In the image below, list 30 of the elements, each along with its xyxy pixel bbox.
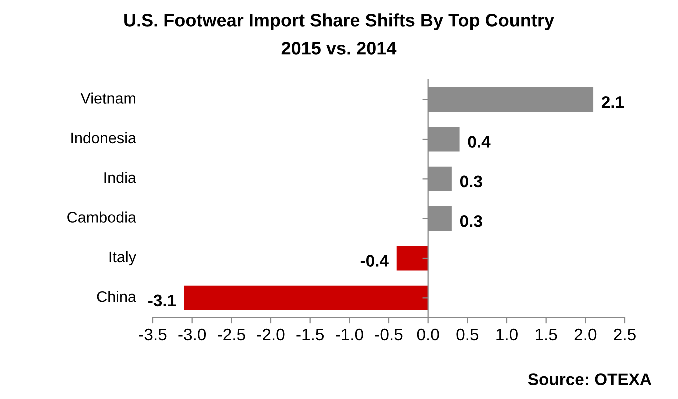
x-tick-label: -2.0 <box>257 328 285 341</box>
y-tick-label: Italy <box>110 251 136 266</box>
x-tick-label: -0.5 <box>375 328 403 341</box>
bar <box>396 246 428 271</box>
x-tick-label: -3.5 <box>139 328 167 341</box>
data-label: -3.1 <box>148 294 176 307</box>
data-label: 0.4 <box>468 136 491 148</box>
y-tick-label: Vietnam <box>80 92 136 104</box>
x-tick-label: -1.0 <box>336 328 364 341</box>
data-label: 0.3 <box>460 176 482 188</box>
x-tick-label: 1.0 <box>496 328 518 341</box>
x-tick-label: 0.5 <box>456 328 479 341</box>
y-tick-label: China <box>97 291 136 302</box>
x-tick-label: 2.5 <box>614 328 636 341</box>
bar <box>184 286 428 310</box>
x-tick-label: 0.0 <box>417 328 440 341</box>
data-label: -0.4 <box>360 255 389 267</box>
source-note: Source: OTEXA <box>528 374 652 386</box>
chart-subtitle: 2015 vs. 2014 <box>282 42 397 55</box>
x-tick-label: 2.0 <box>574 328 597 341</box>
data-label: 2.1 <box>602 96 624 108</box>
x-tick-label: 1.5 <box>536 329 558 341</box>
y-tick-label: Cambodia <box>68 212 136 223</box>
chart-title: U.S. Footwear Import Share Shifts By Top Country <box>124 14 554 30</box>
y-tick-label: India <box>104 172 136 184</box>
x-tick-label: -3.0 <box>178 328 206 341</box>
y-tick-label: Indonesia <box>72 132 136 144</box>
x-tick-label: -2.5 <box>218 328 246 341</box>
data-label: 0.3 <box>460 215 482 228</box>
x-tick-label: -1.5 <box>296 329 324 341</box>
